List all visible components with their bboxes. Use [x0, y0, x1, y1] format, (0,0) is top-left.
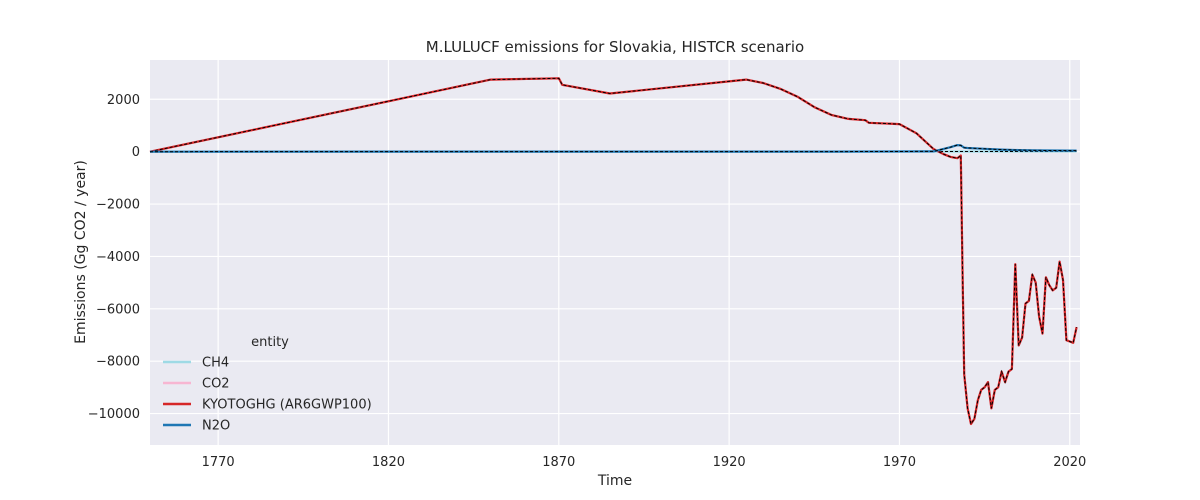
x-tick-label: 1820	[372, 455, 405, 470]
y-tick-label: 2000	[107, 93, 140, 108]
series-overlay-n2o	[149, 144, 1077, 153]
y-tick-label: 0	[132, 145, 140, 160]
plot-area	[150, 60, 1080, 445]
y-tick-label: −8000	[96, 355, 140, 370]
y-axis-label: Emissions (Gg CO2 / year)	[73, 160, 89, 344]
legend-label-n2o: N2O	[202, 419, 230, 434]
x-tick-label: 1870	[542, 455, 575, 470]
y-tick-label: −10000	[88, 407, 140, 422]
legend-label-co2: CO2	[202, 377, 230, 392]
x-axis-label: Time	[597, 473, 632, 489]
x-tick-label: 1970	[883, 455, 916, 470]
x-tick-label: 1920	[713, 455, 746, 470]
x-tick-labels: 1770 1820 1870 1920 1970 2020	[202, 455, 1087, 470]
y-tick-label: −4000	[96, 250, 140, 265]
series-overlay-kyotoghg-ar6gwp100	[149, 77, 1078, 426]
series-lines	[149, 77, 1078, 426]
x-tick-label: 2020	[1053, 455, 1086, 470]
x-tick-label: 1770	[202, 455, 235, 470]
legend-label-kyotoghg-ar6gwp100: KYOTOGHG (AR6GWP100)	[202, 398, 372, 413]
legend-label-ch4: CH4	[202, 356, 229, 371]
y-tick-labels: −10000 −8000 −6000 −4000 −2000 0 2000	[88, 93, 140, 422]
chart-title: M.LULUCF emissions for Slovakia, HISTCR …	[426, 38, 804, 56]
legend-title: entity	[251, 335, 289, 350]
legend: entity CH4 CO2 KYOTOGHG (AR6GWP100) N2O	[163, 335, 372, 434]
y-tick-label: −2000	[96, 198, 140, 213]
y-tick-label: −6000	[96, 302, 140, 317]
